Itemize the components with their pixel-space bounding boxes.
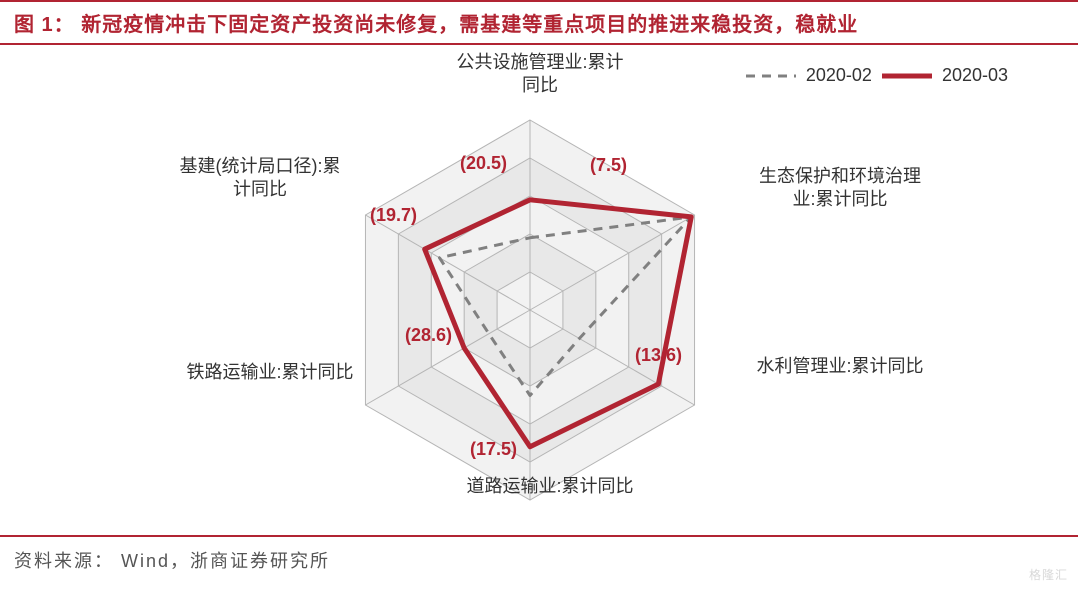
- source-text: Wind，浙商证券研究所: [121, 551, 330, 571]
- axis-label-2: 水利管理业:累计同比: [730, 355, 950, 378]
- value-label-5: (19.7): [370, 205, 417, 226]
- legend: 2020-02 2020-03: [746, 65, 1008, 86]
- legend-swatch-1: [746, 69, 796, 83]
- axis-label-0: 公共设施管理业:累计同比: [440, 51, 640, 98]
- axis-label-5: 基建(统计局口径):累计同比: [150, 155, 370, 202]
- source-label: 资料来源：: [14, 551, 114, 571]
- value-label-2: (13.6): [635, 345, 682, 366]
- title-prefix: 图 1：: [14, 14, 75, 36]
- source-line: 资料来源： Wind，浙商证券研究所: [0, 535, 1078, 579]
- legend-label-1: 2020-02: [806, 65, 872, 86]
- value-label-0: (20.5): [460, 153, 507, 174]
- value-label-3: (17.5): [470, 439, 517, 460]
- radar-svg: [0, 45, 1078, 535]
- title-text: 新冠疫情冲击下固定资产投资尚未修复，需基建等重点项目的推进来稳投资，稳就业: [81, 14, 858, 36]
- axis-label-4: 铁路运输业:累计同比: [160, 361, 380, 384]
- axis-label-1: 生态保护和环境治理业:累计同比: [740, 165, 940, 212]
- value-label-4: (28.6): [405, 325, 452, 346]
- value-label-1: (7.5): [590, 155, 627, 176]
- legend-swatch-2: [882, 69, 932, 83]
- radar-chart: 2020-02 2020-03 公共设施管理业:累计同比 生态保护和环境治理业:…: [0, 45, 1078, 535]
- axis-label-3: 道路运输业:累计同比: [440, 475, 660, 498]
- chart-title: 图 1： 新冠疫情冲击下固定资产投资尚未修复，需基建等重点项目的推进来稳投资，稳…: [0, 0, 1078, 45]
- watermark: 格隆汇: [1029, 566, 1068, 583]
- legend-label-2: 2020-03: [942, 65, 1008, 86]
